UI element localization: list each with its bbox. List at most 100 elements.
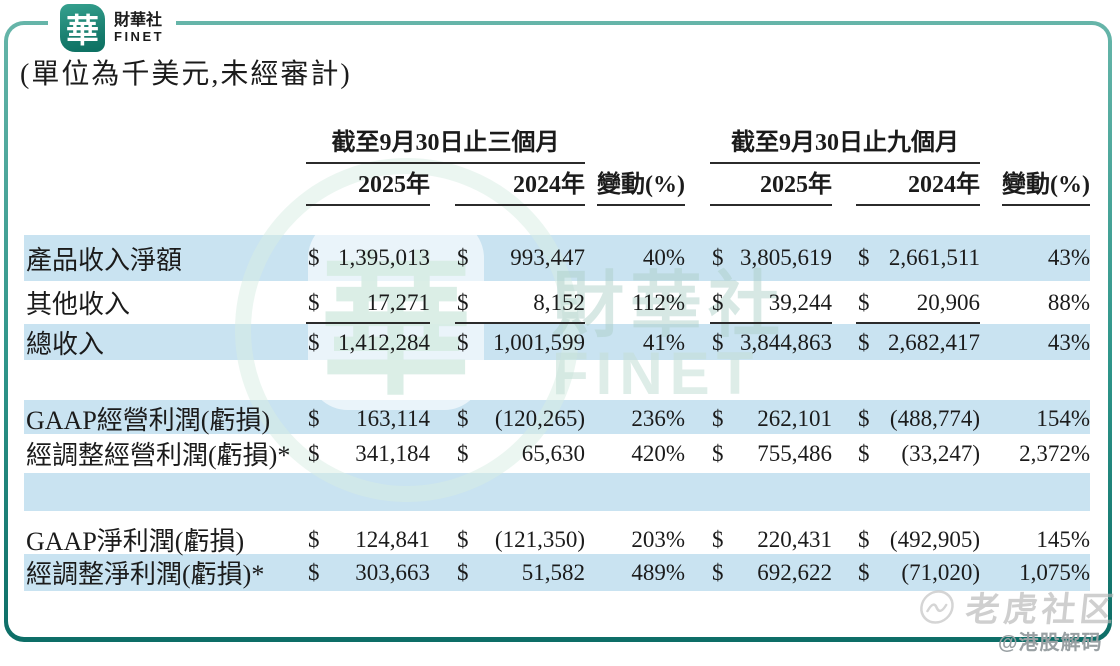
change-3m: 203%	[631, 526, 685, 552]
change-3m: 420%	[631, 440, 685, 466]
currency-symbol: $	[308, 559, 320, 585]
row-label: GAAP經營利潤(虧損)	[26, 406, 271, 435]
change-9m: 1,075%	[1019, 559, 1090, 585]
amount-3m-2025: 1,412,284	[338, 329, 430, 355]
amount-3m-2024: (120,265)	[494, 405, 585, 431]
amount-9m-2025: 755,486	[757, 440, 832, 466]
section-gap-small	[24, 511, 1090, 521]
header-body-spacer	[24, 204, 1090, 235]
change-9m: 145%	[1036, 526, 1090, 552]
blue-separator-band	[24, 473, 1090, 511]
change-3m: 40%	[642, 245, 685, 270]
period-header-row: 截至9月30日止三個月 截至9月30日止九個月	[24, 122, 1090, 164]
amount-3m-2024: 51,582	[521, 559, 585, 585]
change-3m: 236%	[631, 405, 685, 431]
currency-symbol: $	[308, 526, 320, 552]
currency-symbol: $	[858, 559, 870, 585]
currency-symbol: $	[858, 245, 870, 270]
currency-symbol: $	[712, 526, 724, 552]
col-header-3m-2025: 2025年	[306, 164, 430, 206]
col-header-3m-change-label: 變動(%)	[597, 164, 685, 206]
change-3m: 489%	[631, 559, 685, 585]
amount-9m-2024: (492,905)	[889, 526, 980, 552]
currency-symbol: $	[856, 290, 880, 324]
amount-3m-2024: 993,447	[510, 245, 585, 270]
operating-profit-section: GAAP經營利潤(虧損) $ 163,114 $ (120,265) 236% …	[24, 400, 1090, 473]
change-9m: 88%	[1047, 289, 1090, 315]
amount-9m-2024: 2,682,417	[888, 329, 980, 355]
amount-9m-2025: 262,101	[757, 405, 832, 431]
col-header-9m-2025: 2025年	[710, 164, 832, 206]
period-group-9m: 截至9月30日止九個月	[710, 122, 980, 164]
change-9m: 43%	[1047, 245, 1090, 270]
col-header-3m-change: 變動(%)	[585, 164, 685, 206]
currency-symbol: $	[457, 440, 469, 466]
year-header-row: 2025年 2024年 變動(%) 2025年 2024年 變動(%)	[24, 164, 1090, 206]
currency-symbol: $	[858, 440, 870, 466]
col-header-9m-change-label: 變動(%)	[1002, 164, 1090, 206]
row-label: 產品收入淨額	[26, 245, 183, 275]
currency-symbol: $	[710, 290, 734, 324]
currency-symbol: $	[858, 329, 870, 355]
currency-symbol: $	[712, 329, 724, 355]
currency-symbol: $	[457, 559, 469, 585]
row-label: 其他收入	[26, 290, 131, 319]
table-row: 其他收入 $ 17,271 $ 8,152 112% $ 39,244 $ 20…	[24, 281, 1090, 324]
currency-symbol: $	[308, 440, 320, 466]
change-3m: 41%	[642, 329, 685, 355]
amount-9m-2024: 2,661,511	[888, 245, 980, 270]
amount-3m-2024: 1,001,599	[493, 329, 585, 355]
revenue-section: 產品收入淨額 $ 1,395,013 $ 993,447 40% $ 3,805…	[24, 235, 1090, 360]
amount-9m-2025: 220,431	[757, 526, 832, 552]
change-3m: 112%	[632, 289, 685, 315]
col-header-9m-2024: 2024年	[856, 164, 980, 206]
currency-symbol: $	[712, 405, 724, 431]
finet-logo-text: 財華社 FINET	[114, 12, 165, 44]
net-profit-section: GAAP淨利潤(虧損) $ 124,841 $ (121,350) 203% $…	[24, 521, 1090, 591]
change-9m: 2,372%	[1019, 440, 1090, 466]
table-row: 總收入 $ 1,412,284 $ 1,001,599 41% $ 3,844,…	[24, 324, 1090, 360]
currency-symbol: $	[455, 290, 480, 324]
amount-9m-2024: (71,020)	[901, 559, 980, 585]
col-header-9m-change: 變動(%)	[980, 164, 1090, 206]
amount-3m-2025: 341,184	[355, 440, 430, 466]
currency-symbol: $	[457, 405, 469, 431]
financial-table: 截至9月30日止三個月 截至9月30日止九個月 2025年 2024年 變動(%…	[24, 122, 1090, 591]
finet-logo-zh: 財華社	[114, 12, 163, 30]
currency-symbol: $	[457, 329, 469, 355]
amount-3m-2025: 124,841	[355, 526, 430, 552]
row-label: GAAP淨利潤(虧損)	[26, 527, 245, 556]
currency-symbol: $	[858, 405, 870, 431]
amount-9m-2024: 20,906	[880, 290, 980, 324]
amount-3m-2025: 17,271	[330, 290, 430, 324]
currency-symbol: $	[712, 559, 724, 585]
row-label: 總收入	[26, 330, 105, 359]
row-label: 經調整淨利潤(虧損)*	[26, 560, 265, 589]
currency-symbol: $	[712, 245, 724, 270]
amount-3m-2024: 8,152	[480, 290, 585, 324]
table-row: 經調整經營利潤(虧損)* $ 341,184 $ 65,630 420% $ 7…	[24, 434, 1090, 473]
table-row: GAAP經營利潤(虧損) $ 163,114 $ (120,265) 236% …	[24, 400, 1090, 435]
amount-3m-2025: 163,114	[356, 405, 430, 431]
change-9m: 43%	[1047, 329, 1090, 355]
table-row: 產品收入淨額 $ 1,395,013 $ 993,447 40% $ 3,805…	[24, 235, 1090, 281]
change-9m: 154%	[1036, 405, 1090, 431]
currency-symbol: $	[308, 329, 320, 355]
amount-3m-2024: (121,350)	[494, 526, 585, 552]
currency-symbol: $	[457, 245, 469, 270]
amount-9m-2025: 39,244	[734, 290, 832, 324]
amount-3m-2025: 303,663	[355, 559, 430, 585]
amount-9m-2024: (488,774)	[889, 405, 980, 431]
finet-logo: 華 財華社 FINET	[48, 0, 177, 56]
table-row: GAAP淨利潤(虧損) $ 124,841 $ (121,350) 203% $…	[24, 521, 1090, 557]
amount-9m-2025: 3,844,863	[740, 329, 832, 355]
amount-9m-2024: (33,247)	[901, 440, 980, 466]
currency-symbol: $	[308, 245, 320, 270]
amount-9m-2025: 692,622	[757, 559, 832, 585]
section-gap	[24, 360, 1090, 400]
finet-logo-en: FINET	[114, 28, 165, 44]
currency-symbol: $	[457, 526, 469, 552]
currency-symbol: $	[308, 405, 320, 431]
table-row: 經調整淨利潤(虧損)* $ 303,663 $ 51,582 489% $ 69…	[24, 554, 1090, 591]
